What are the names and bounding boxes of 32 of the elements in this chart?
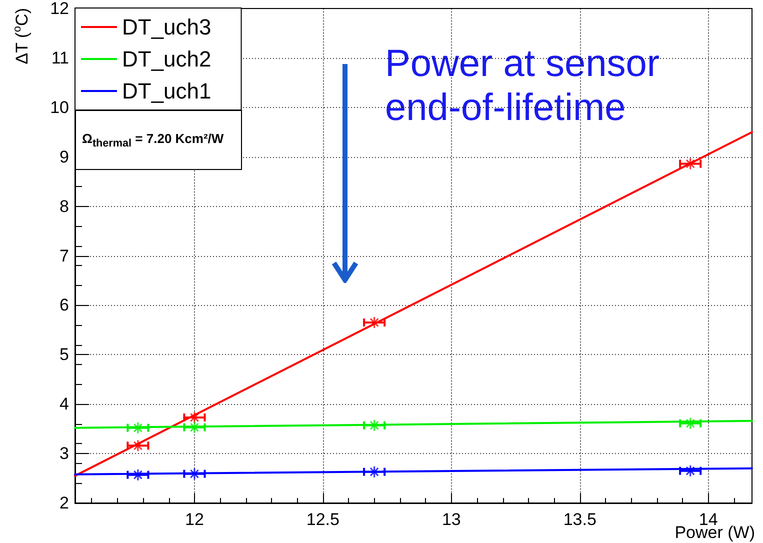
point	[188, 468, 201, 480]
point	[132, 439, 144, 452]
y-tick-label: 12	[50, 0, 69, 18]
y-tick-label: 4	[60, 394, 69, 414]
y-tick-label: 3	[60, 444, 69, 464]
y-tick-label: 8	[60, 196, 69, 216]
point	[684, 417, 697, 430]
point	[132, 422, 144, 434]
point	[368, 419, 381, 432]
x-tick-label: 12.5	[306, 510, 340, 529]
point	[132, 468, 144, 482]
y-tick-label: 5	[60, 345, 69, 364]
note-box: Ω$_{thermal}$ = 7.20 Kcm²/W	[75, 110, 242, 170]
y-tick-label: 10	[50, 98, 69, 117]
x-tick-label: 13.5	[563, 510, 596, 529]
y-tick-label: 2	[60, 494, 69, 512]
annotation: Power at sensor end-of-lifetime	[385, 43, 670, 129]
legend-label: DT_uch2	[122, 46, 212, 72]
annotation: Ω$_{thermal}$ = 7.20 Kcm²/W	[82, 130, 224, 150]
legend-label: DT_uch1	[122, 78, 212, 104]
x-tick-label: 13	[442, 510, 461, 529]
x-tick-label: 14	[698, 510, 718, 529]
x-tick-label: 12	[185, 510, 204, 529]
y-axis-title: ΔT (oC)	[12, 8, 32, 64]
y-tick-label: 9	[60, 147, 69, 166]
point	[368, 466, 381, 478]
y-tick-label: 11	[51, 48, 69, 68]
legend-label: DT_uch3	[122, 14, 212, 40]
y-tick-label: 7	[60, 246, 69, 266]
point	[684, 464, 697, 478]
y-tick-label: 6	[60, 296, 69, 315]
point	[188, 421, 201, 434]
